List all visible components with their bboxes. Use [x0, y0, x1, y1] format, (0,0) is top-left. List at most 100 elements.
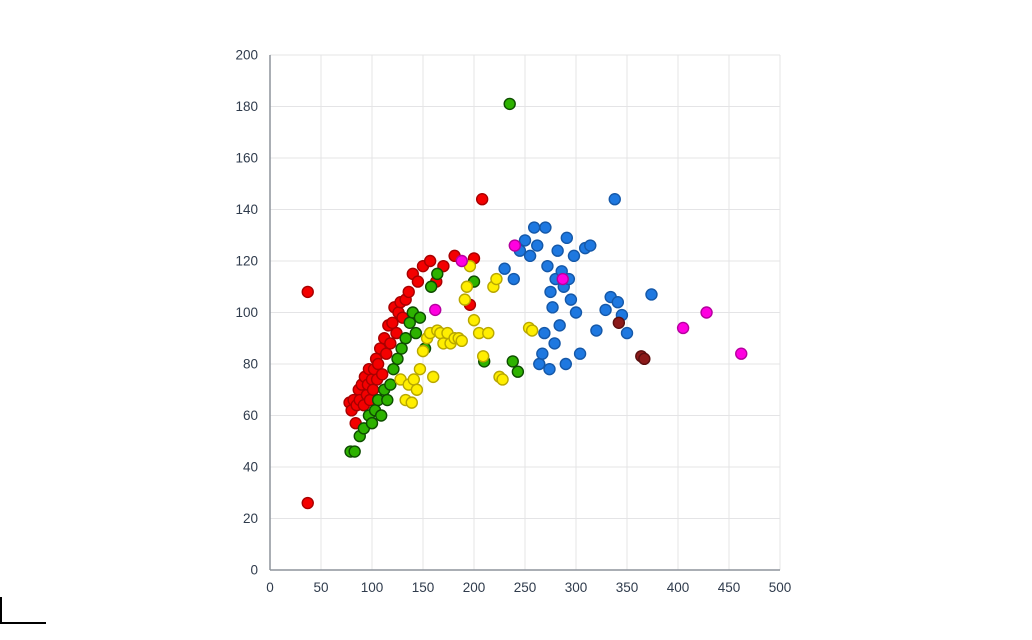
data-point-blue [543, 362, 556, 376]
data-point-green [511, 365, 525, 378]
data-point-yellow [476, 350, 490, 363]
data-point-blue [548, 337, 561, 350]
data-point-yellow [410, 383, 424, 396]
data-point-yellow [482, 326, 495, 340]
data-point-green [348, 445, 361, 458]
y-tick-label: 0 [250, 563, 258, 578]
data-point-red [384, 337, 397, 350]
data-point-green [506, 355, 519, 368]
data-point-blue [620, 326, 634, 340]
x-tick-label: 0 [266, 580, 274, 595]
y-tick-label: 40 [243, 460, 258, 475]
data-point-magenta [508, 239, 521, 252]
data-point-magenta [735, 347, 748, 360]
x-tick-label: 50 [313, 580, 328, 595]
data-point-red [301, 285, 314, 299]
data-point-red [423, 254, 437, 268]
data-point-green [374, 409, 388, 422]
data-point-blue [527, 221, 541, 234]
data-point-red [390, 326, 403, 340]
y-tick-label: 200 [235, 48, 258, 63]
data-point-blue [645, 288, 658, 301]
data-point-red [402, 285, 415, 299]
x-tick-label: 350 [616, 580, 639, 595]
data-point-blue [573, 347, 587, 360]
data-point-yellow [467, 314, 481, 327]
data-point-green [424, 280, 438, 293]
data-point-blue [560, 231, 574, 245]
data-point-blue [544, 285, 557, 299]
data-point-green [381, 393, 394, 407]
data-point-yellow [405, 396, 418, 409]
y-tick-label: 180 [235, 99, 258, 114]
x-tick-label: 150 [412, 580, 435, 595]
y-tick-label: 100 [235, 305, 258, 320]
data-point-blue [507, 272, 520, 286]
data-point-green [409, 326, 423, 340]
data-point-blue [518, 234, 532, 247]
data-point-blue [584, 239, 597, 252]
data-point-blue [523, 249, 537, 263]
data-point-red [371, 357, 385, 371]
data-point-red [380, 347, 393, 360]
data-point-yellow [496, 373, 509, 386]
data-point-red [411, 275, 425, 288]
data-point-yellow [458, 293, 472, 306]
data-point-magenta [700, 306, 713, 319]
data-point-yellow [416, 344, 430, 358]
data-point-red [301, 496, 314, 510]
data-point-blue [531, 239, 544, 252]
data-point-blue [536, 347, 549, 360]
data-point-green [403, 316, 416, 329]
x-tick-label: 100 [361, 580, 384, 595]
data-point-blue [590, 324, 603, 337]
data-point-magenta [455, 254, 468, 268]
data-point-blue [553, 319, 566, 332]
data-point-green [431, 267, 444, 281]
data-point-red [475, 192, 489, 206]
data-point-magenta [429, 303, 442, 317]
x-tick-label: 200 [463, 580, 486, 595]
data-point-yellow [413, 362, 427, 376]
y-tick-label: 140 [235, 202, 258, 217]
data-point-green [413, 311, 427, 324]
data-point-blue [541, 259, 554, 273]
data-point-yellow [460, 280, 474, 293]
x-tick-label: 400 [667, 580, 690, 595]
data-point-green [503, 97, 516, 111]
data-point-blue [608, 192, 621, 206]
x-tick-label: 300 [565, 580, 588, 595]
data-point-blue [539, 221, 552, 234]
x-tick-label: 250 [514, 580, 537, 595]
data-point-yellow [407, 373, 421, 386]
data-point-blue [538, 326, 551, 340]
y-tick-label: 160 [235, 151, 258, 166]
y-tick-label: 60 [243, 408, 258, 423]
bottom-left-artifact [0, 597, 46, 624]
data-point-green [365, 417, 379, 430]
data-point-blue [498, 262, 511, 275]
x-tick-label: 450 [718, 580, 741, 595]
data-point-green [387, 362, 400, 376]
data-point-blue [564, 293, 578, 306]
data-point-yellow [455, 334, 468, 348]
data-point-yellow [490, 272, 503, 286]
data-point-red [376, 368, 389, 381]
data-point-blue [546, 301, 559, 314]
data-point-blue [567, 249, 581, 263]
data-point-green [399, 332, 412, 345]
data-point-green [395, 342, 408, 355]
data-point-blue [599, 303, 612, 317]
data-point-darkred [612, 316, 626, 329]
data-point-blue [559, 357, 572, 371]
data-point-red [386, 316, 399, 329]
data-point-darkred [638, 352, 651, 366]
y-tick-label: 20 [243, 511, 258, 526]
data-point-yellow [525, 324, 539, 337]
data-point-red [366, 383, 380, 396]
x-tick-label: 500 [769, 580, 792, 595]
y-tick-label: 120 [235, 254, 258, 269]
data-point-blue [611, 296, 625, 309]
